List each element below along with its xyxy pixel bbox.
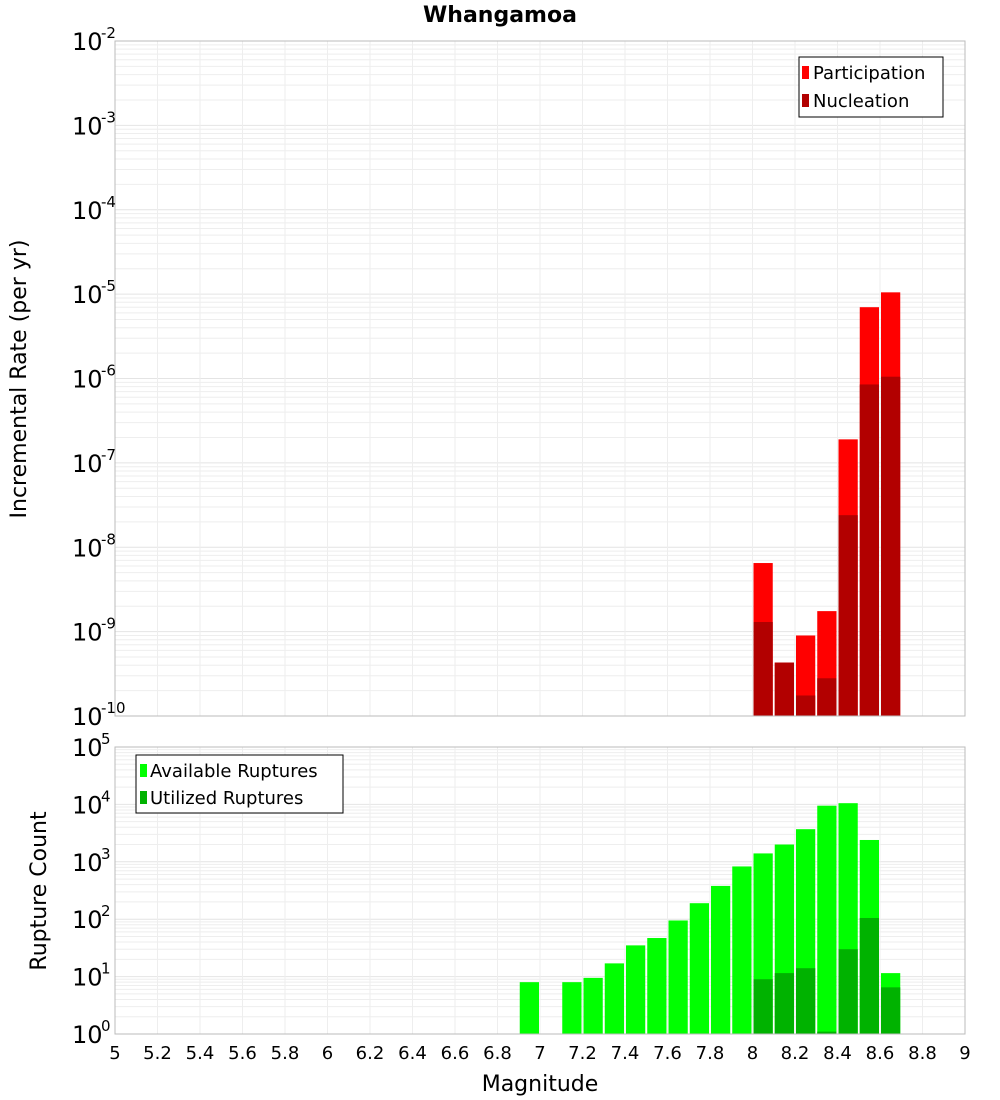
y-tick-exponent: 2 bbox=[101, 902, 111, 920]
x-tick-label: 6 bbox=[322, 1043, 333, 1064]
y-tick-exponent: 5 bbox=[101, 730, 111, 748]
bar-utilized-ruptures bbox=[859, 917, 879, 1034]
bar-available-ruptures bbox=[604, 963, 624, 1034]
y-tick-label: 10 bbox=[72, 849, 103, 877]
bottom-legend: Available Ruptures Utilized Ruptures bbox=[135, 754, 344, 814]
bar-available-ruptures bbox=[583, 977, 603, 1034]
top-legend: Participation Nucleation bbox=[798, 56, 944, 118]
x-tick-label: 6.6 bbox=[441, 1043, 470, 1064]
y-tick-exponent: 0 bbox=[101, 1017, 111, 1035]
x-tick-label: 7.4 bbox=[611, 1043, 640, 1064]
y-tick-label: 10 bbox=[72, 791, 103, 819]
legend-swatch-nucleation bbox=[802, 94, 809, 107]
bar-utilized-ruptures bbox=[796, 968, 816, 1034]
x-axis-label: Magnitude bbox=[482, 1072, 599, 1097]
y-tick-exponent: -3 bbox=[101, 108, 116, 126]
x-tick-label: 5.4 bbox=[186, 1043, 215, 1064]
bar-available-ruptures bbox=[689, 903, 709, 1034]
x-tick-label: 5.2 bbox=[143, 1043, 172, 1064]
y-tick-label: 10 bbox=[72, 112, 103, 140]
bar-nucleation bbox=[774, 662, 794, 716]
x-tick-label: 9 bbox=[959, 1043, 970, 1064]
bar-available-ruptures bbox=[562, 982, 582, 1034]
y-tick-exponent: -6 bbox=[101, 362, 116, 380]
bar-utilized-ruptures bbox=[774, 973, 794, 1034]
plot-frame bbox=[114, 746, 966, 1035]
bar-available-ruptures bbox=[626, 945, 646, 1034]
x-tick-label: 6.2 bbox=[356, 1043, 385, 1064]
bar-nucleation bbox=[796, 695, 816, 716]
legend-swatch-utilized bbox=[140, 791, 147, 804]
x-tick-label: 5.6 bbox=[228, 1043, 257, 1064]
bar-available-ruptures bbox=[519, 982, 539, 1034]
bar-available-ruptures bbox=[711, 885, 731, 1034]
plot-frame bbox=[114, 40, 966, 717]
x-tick-label: 7 bbox=[534, 1043, 545, 1064]
y-tick-exponent: 4 bbox=[101, 787, 111, 805]
y-tick-label: 10 bbox=[72, 619, 103, 647]
bar-available-ruptures bbox=[732, 866, 752, 1034]
legend-box bbox=[798, 56, 944, 118]
y-tick-label: 10 bbox=[72, 281, 103, 309]
legend-swatch-available bbox=[140, 764, 147, 777]
bar-utilized-ruptures bbox=[753, 979, 773, 1034]
y-tick-exponent: -5 bbox=[101, 277, 116, 295]
y-tick-label: 10 bbox=[72, 906, 103, 934]
x-tick-label: 5.8 bbox=[271, 1043, 300, 1064]
x-tick-label: 8.6 bbox=[866, 1043, 895, 1064]
x-tick-label: 8.4 bbox=[823, 1043, 852, 1064]
y-tick-label: 10 bbox=[72, 534, 103, 562]
chart-title: Whangamoa bbox=[423, 3, 577, 28]
legend-label-nucleation: Nucleation bbox=[813, 91, 909, 112]
y-tick-exponent: -10 bbox=[101, 699, 126, 717]
y-tick-exponent: -7 bbox=[101, 446, 116, 464]
x-tick-label: 6.4 bbox=[398, 1043, 427, 1064]
y-tick-label: 10 bbox=[72, 450, 103, 478]
y-tick-exponent: 3 bbox=[101, 845, 111, 863]
x-tick-label: 8.8 bbox=[908, 1043, 937, 1064]
bar-utilized-ruptures bbox=[838, 949, 858, 1034]
y-tick-exponent: 1 bbox=[101, 960, 111, 978]
y-tick-label: 10 bbox=[72, 366, 103, 394]
bar-nucleation bbox=[753, 622, 773, 716]
legend-swatch-participation bbox=[802, 66, 809, 79]
bar-utilized-ruptures bbox=[817, 1031, 837, 1034]
bottom-y-axis-label: Rupture Count bbox=[27, 811, 52, 971]
bar-nucleation bbox=[838, 515, 858, 716]
bar-nucleation bbox=[881, 376, 901, 716]
bar-nucleation bbox=[859, 384, 879, 716]
y-tick-exponent: -8 bbox=[101, 530, 116, 548]
legend-label-participation: Participation bbox=[813, 63, 925, 84]
y-tick-label: 10 bbox=[72, 703, 103, 731]
x-tick-labels: 5 5.2 5.4 5.6 5.8 6 6.2 6.4 6.6 6.8 7 7.2 7.4 7.6 7.8 8… bbox=[109, 1043, 970, 1064]
x-tick-label: 5 bbox=[109, 1043, 120, 1064]
y-tick-label: 10 bbox=[72, 964, 103, 992]
y-tick-label: 10 bbox=[72, 197, 103, 225]
y-tick-exponent: -9 bbox=[101, 615, 116, 633]
bar-available-ruptures bbox=[817, 805, 837, 1034]
legend-label-utilized: Utilized Ruptures bbox=[150, 788, 303, 809]
y-tick-label: 10 bbox=[72, 1021, 103, 1049]
bar-nucleation bbox=[817, 678, 837, 716]
y-tick-exponent: -2 bbox=[101, 24, 116, 42]
x-tick-label: 6.8 bbox=[483, 1043, 512, 1064]
legend-label-available: Available Ruptures bbox=[150, 761, 318, 782]
x-tick-label: 7.2 bbox=[568, 1043, 597, 1064]
y-tick-label: 10 bbox=[72, 734, 103, 762]
y-tick-label: 10 bbox=[72, 28, 103, 56]
x-tick-label: 7.6 bbox=[653, 1043, 682, 1064]
y-tick-exponent: -4 bbox=[101, 193, 116, 211]
x-tick-label: 8 bbox=[747, 1043, 758, 1064]
bar-utilized-ruptures bbox=[881, 987, 901, 1034]
top-y-axis-label: Incremental Rate (per yr) bbox=[7, 240, 32, 519]
legend-box bbox=[135, 754, 344, 814]
x-tick-label: 8.2 bbox=[781, 1043, 810, 1064]
bar-available-ruptures bbox=[647, 938, 667, 1034]
bar-available-ruptures bbox=[668, 920, 688, 1034]
x-tick-label: 7.8 bbox=[696, 1043, 725, 1064]
